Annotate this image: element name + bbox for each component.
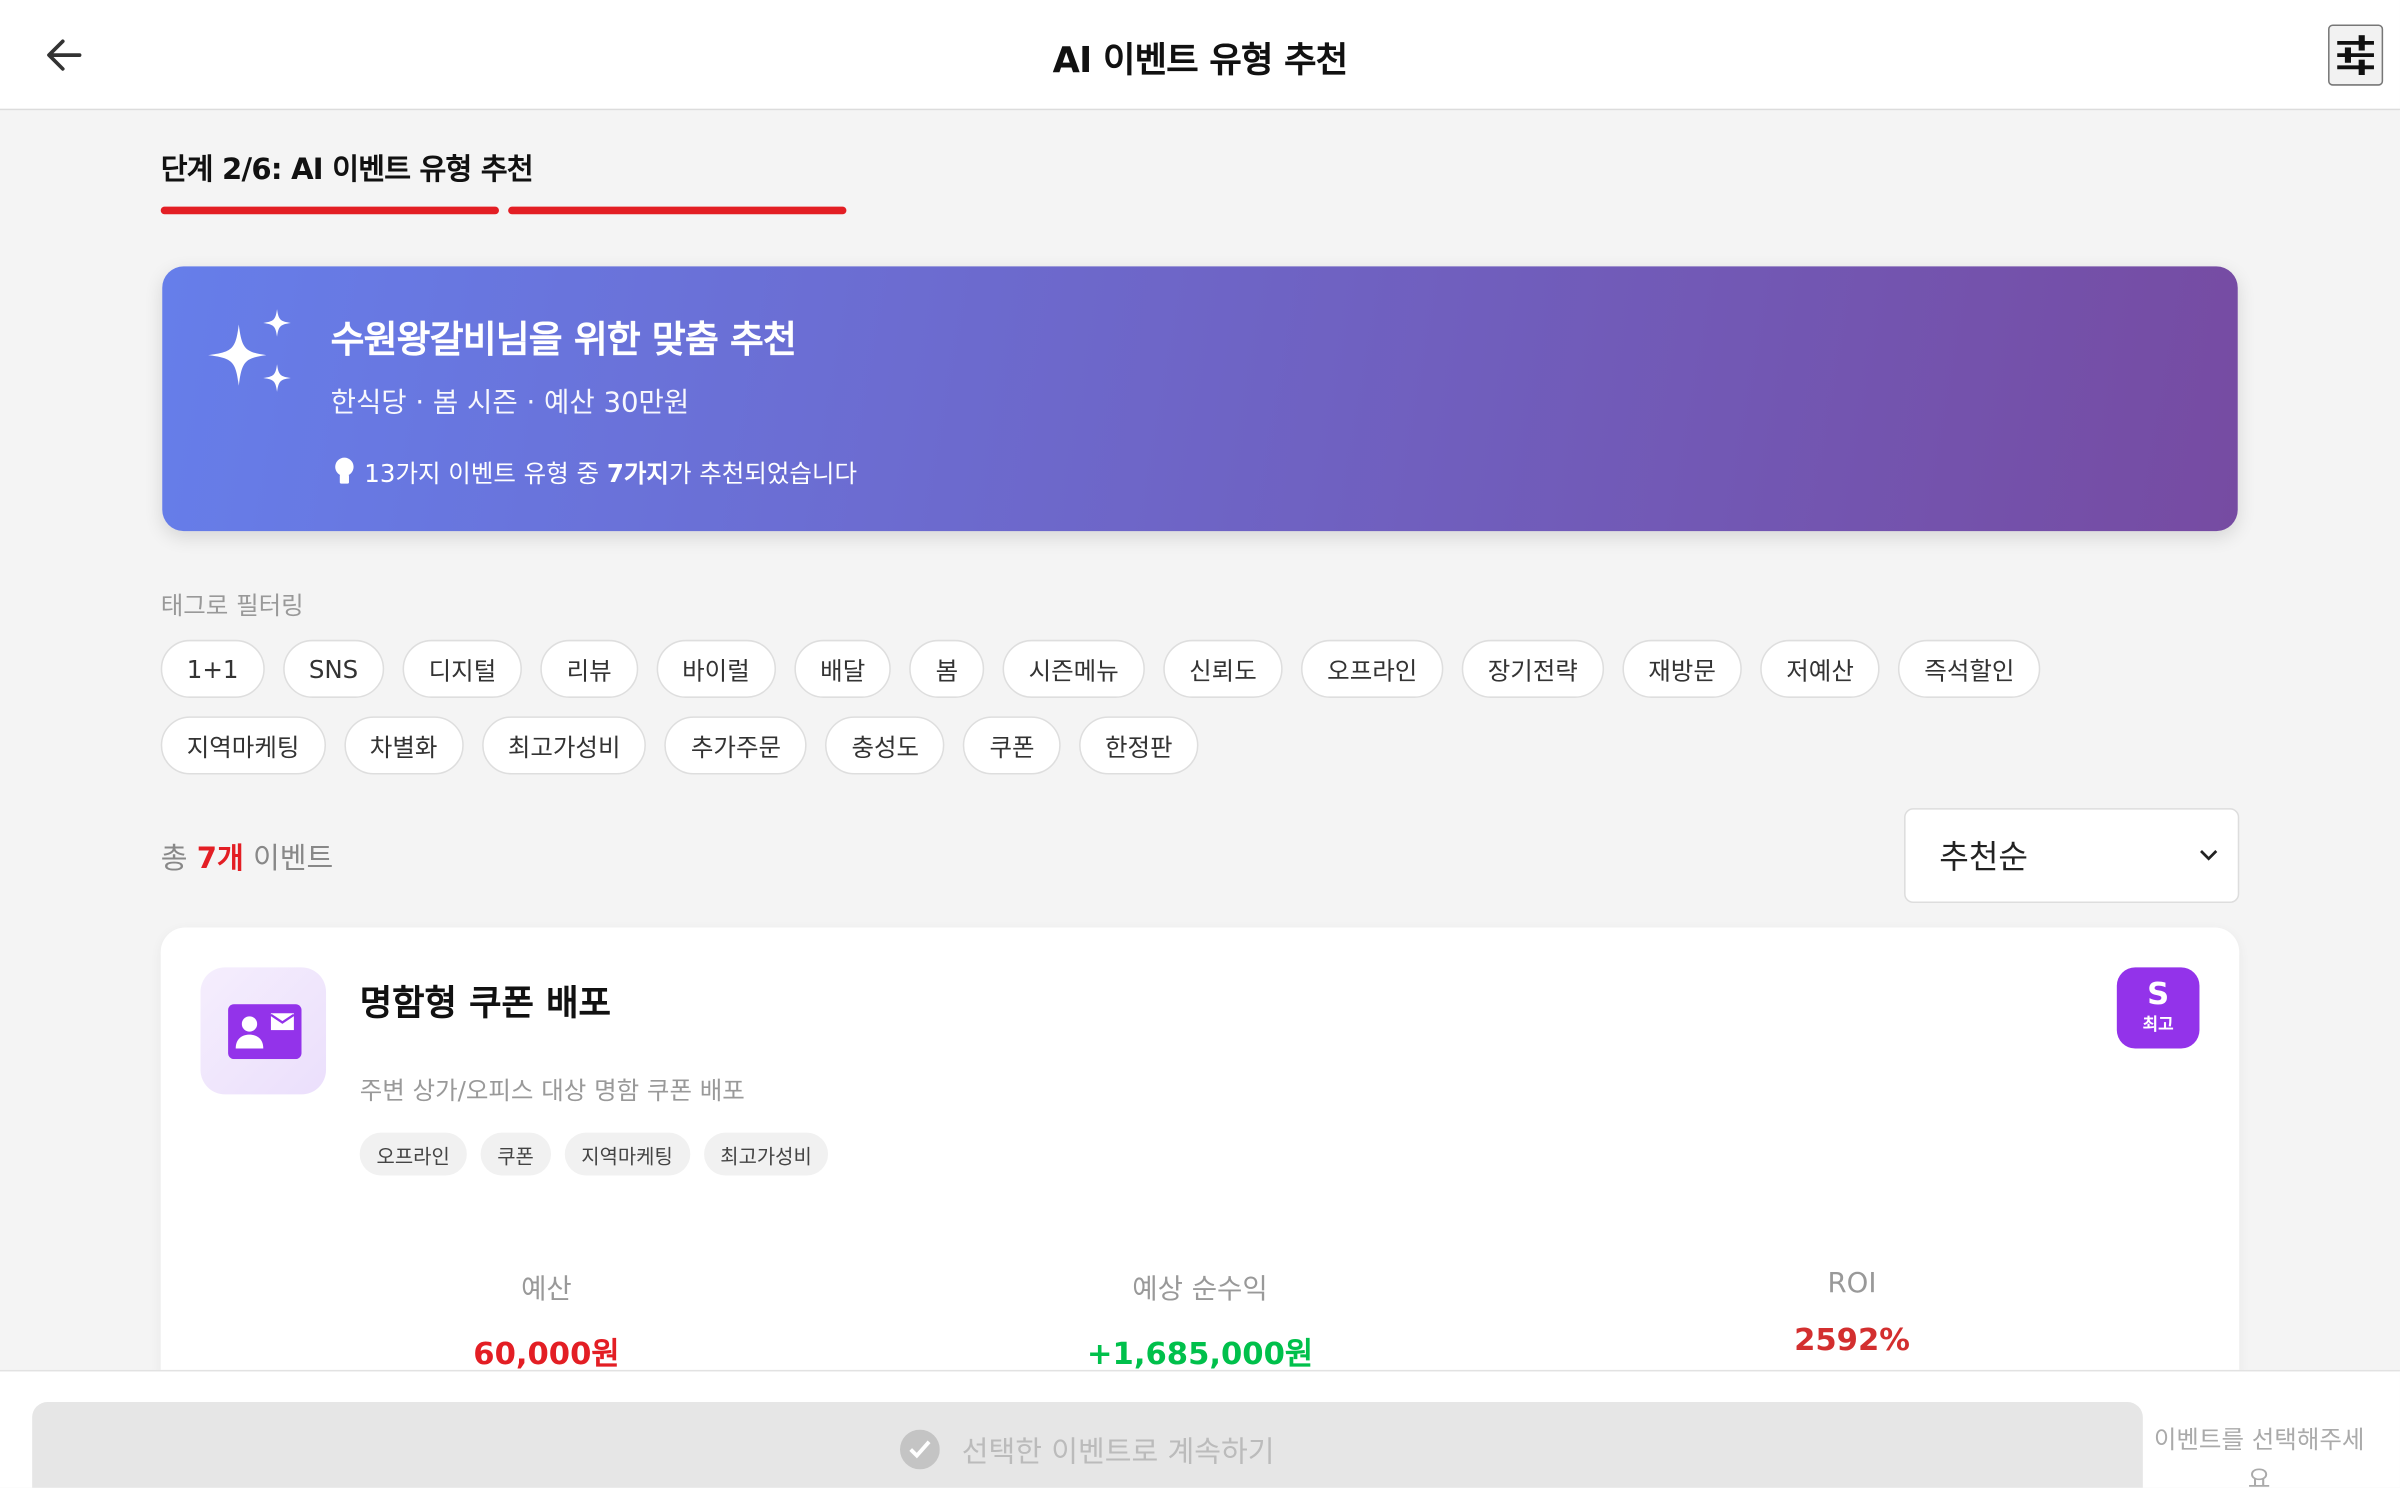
event-card[interactable]: 명함형 쿠폰 배포 주변 상가/오피스 대상 명함 쿠폰 배포 오프라인 쿠폰 지역… [160,927,2240,1418]
tip-text-suffix: 가 추천되었습니다 [668,459,857,489]
filter-label: 태그로 필터링 [160,590,304,620]
filter-tag[interactable]: 재방문 [1622,639,1742,698]
progress-segment-1 [160,206,499,215]
contact-card-icon [228,1004,302,1060]
sliders-icon [2337,35,2374,75]
filter-tag[interactable]: 장기전략 [1461,639,1604,698]
stat-roi: ROI 2592% [1794,1267,1910,1358]
chevron-down-icon [2200,850,2218,861]
sort-selected-value: 추천순 [1939,838,2028,876]
sparkles-icon [208,309,291,392]
sort-select[interactable]: 추천순 [1904,808,2240,904]
event-tag: 쿠폰 [480,1132,551,1176]
continue-button[interactable]: 선택한 이벤트로 계속하기 [32,1402,2143,1488]
result-count-number: 7개 [196,841,244,876]
filter-tag[interactable]: 바이럴 [656,639,776,698]
event-tag: 오프라인 [359,1132,467,1176]
selection-hint: 이벤트를 선택해주세요 [2153,1424,2365,1488]
filter-tag[interactable]: 봄 [909,639,985,698]
check-circle-icon [900,1429,941,1470]
filter-tag[interactable]: 한정판 [1078,716,1199,775]
arrow-left-icon [47,39,82,71]
event-icon-box [200,967,327,1095]
filter-tag[interactable]: 신뢰도 [1163,639,1283,698]
filter-tag[interactable]: 추가주문 [664,716,808,775]
progress-segment-2 [508,206,847,215]
event-tags: 오프라인 쿠폰 지역마케팅 최고가성비 [359,1132,829,1176]
filter-tag[interactable]: 저예산 [1760,639,1880,698]
filter-tag[interactable]: 1+1 [160,639,265,698]
stat-budget: 예산 60,000원 [473,1273,620,1372]
filter-tag[interactable]: 시즌메뉴 [1002,639,1145,698]
filter-tag[interactable]: 충성도 [825,716,946,775]
filter-tag[interactable]: 디지털 [402,639,523,698]
banner-title: 수원왕갈비님을 위한 맞춤 추천 [330,318,797,362]
stat-net-profit: 예상 순수익 +1,685,000원 [1086,1273,1314,1372]
lightbulb-icon [335,457,354,484]
event-tag: 최고가성비 [703,1132,829,1176]
back-button[interactable] [43,34,86,77]
bottom-action-bar: 선택한 이벤트로 계속하기 이벤트를 선택해주세요 [0,1369,2400,1488]
app-header: AI 이벤트 유형 추천 [0,0,2400,111]
filter-tag[interactable]: 차별화 [343,716,464,775]
continue-label: 선택한 이벤트로 계속하기 [961,1435,1275,1470]
filter-tag[interactable]: 즉석할인 [1898,639,2041,698]
filter-tag[interactable]: 쿠폰 [963,716,1061,775]
filter-settings-button[interactable] [2328,24,2384,86]
tip-text: 13가지 이벤트 유형 중 [364,459,607,489]
grade-letter: S [2147,974,2170,1012]
grade-label: 최고 [2142,1014,2174,1035]
filter-tag[interactable]: SNS [282,639,385,698]
event-title: 명함형 쿠폰 배포 [359,984,611,1024]
event-description: 주변 상가/오피스 대상 명함 쿠폰 배포 [359,1076,745,1106]
page-title: AI 이벤트 유형 추천 [1052,41,1348,82]
tag-filter-list: 1+1 SNS 디지털 리뷰 바이럴 배달 봄 시즌메뉴 신뢰도 오프라인 장기전략 재방문 저예산 즉석… [160,639,2212,775]
filter-tag[interactable]: 최고가성비 [481,716,647,775]
grade-badge: S 최고 [2116,967,2200,1049]
banner-tip: 13가지 이벤트 유형 중 7가지가 추천되었습니다 [334,453,857,490]
filter-tag[interactable]: 오프라인 [1301,639,1444,698]
recommendation-banner: 수원왕갈비님을 위한 맞춤 추천 한식당 · 봄 시즌 · 예산 30만원 13… [162,266,2238,532]
tip-count: 7가지 [606,459,669,489]
event-tag: 지역마케팅 [564,1132,690,1176]
filter-tag[interactable]: 배달 [794,639,892,698]
result-count: 총 7개 이벤트 [160,841,334,876]
filter-tag[interactable]: 리뷰 [540,639,638,698]
filter-tag[interactable]: 지역마케팅 [160,716,326,775]
banner-subtitle: 한식당 · 봄 시즌 · 예산 30만원 [330,387,690,420]
step-title: 단계 2/6: AI 이벤트 유형 추천 [160,153,534,187]
